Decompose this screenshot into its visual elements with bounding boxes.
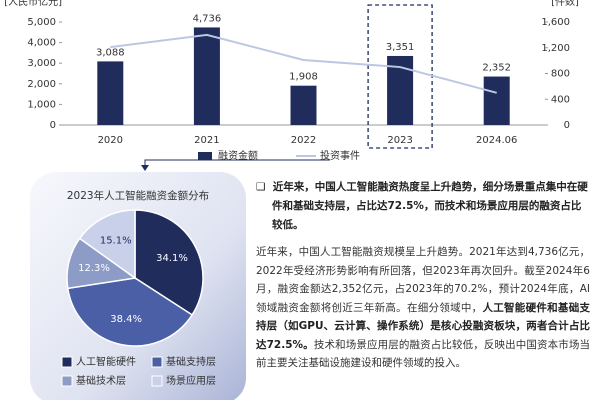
text-block: ❑ 近年来，中国人工智能融资热度呈上升趋势，细分场景重点集中在硬件和基础支持层，… — [256, 178, 590, 400]
y2-tick-label: 1,600 — [541, 17, 570, 28]
heading: ❑ 近年来，中国人工智能融资热度呈上升趋势，细分场景重点集中在硬件和基础支持层，… — [256, 181, 588, 231]
pie-slice — [66, 277, 194, 347]
slice-label: 15.1% — [100, 236, 132, 247]
paragraph-bold: 人工智能硬件和基础支持层（如GPU、云计算、操作系统）是核心投融资板块，两者合计… — [256, 301, 590, 351]
value-label: 1,908 — [289, 72, 318, 83]
connector-arrow — [141, 165, 149, 171]
y-tick-label: 2,000 — [27, 79, 56, 90]
legend-label: 人工智能硬件 — [76, 355, 136, 368]
y2-axis-label: [件数] — [551, 0, 579, 8]
legend-label: 场景应用层 — [166, 374, 216, 387]
bar — [97, 61, 124, 125]
slice-label: 12.3% — [78, 263, 110, 274]
legend-label: 融资金额 — [218, 149, 258, 162]
bar — [483, 76, 510, 125]
y-tick-label: 1,000 — [27, 99, 56, 110]
x-tick-label: 2022 — [291, 135, 316, 146]
y2-tick-label: 0 — [564, 120, 570, 131]
y-tick-label: 4,000 — [27, 38, 56, 49]
bar — [290, 85, 317, 125]
x-tick-label: 2020 — [98, 135, 123, 146]
connector — [144, 159, 330, 165]
y-tick-label: 5,000 — [27, 17, 56, 28]
legend-swatch — [61, 356, 73, 368]
y-tick-label: 3,000 — [27, 58, 56, 69]
value-label: 4,736 — [193, 13, 222, 24]
legend-swatch — [61, 375, 73, 387]
value-label: 3,088 — [96, 47, 125, 58]
legend-label: 基础技术层 — [76, 374, 126, 387]
y2-tick-label: 1,200 — [541, 43, 570, 54]
slice-label: 38.4% — [110, 314, 142, 325]
value-label: 2,352 — [482, 63, 511, 74]
x-tick-label: 2024.06 — [476, 135, 517, 146]
pie-slice — [78, 209, 136, 280]
paragraph-part: 近年来，中国人工智能融资规模呈上升趋势。2021年达到4,736亿元，2022年… — [256, 246, 590, 314]
y-tick-label: 0 — [50, 120, 56, 131]
paragraph-part: 技术和场景应用层的融资占比较低，反映出中国资本市场当前主要关注基础设施建设和硬件… — [256, 338, 590, 370]
slice-label: 34.1% — [156, 253, 188, 264]
legend-label: 投资事件 — [320, 149, 360, 162]
legend-swatch — [151, 356, 163, 368]
legend-swatch — [151, 375, 163, 387]
pie-title: 2023年人工智能融资金额分布 — [67, 189, 209, 202]
heading-text: 近年来，中国人工智能融资热度呈上升趋势，细分场景重点集中在硬件和基础支持层，占比… — [272, 181, 588, 231]
x-tick-label: 2023 — [387, 135, 412, 146]
line — [110, 33, 497, 94]
paragraph: 近年来，中国人工智能融资规模呈上升趋势。2021年达到4,736亿元，2022年… — [256, 243, 590, 373]
legend-label: 基础支持层 — [166, 355, 216, 368]
legend-swatch — [198, 152, 212, 160]
value-label: 3,351 — [386, 42, 415, 53]
y2-tick-label: 400 — [551, 94, 570, 105]
y-axis-label: [人民币亿元] — [4, 0, 62, 8]
x-tick-label: 2021 — [194, 135, 219, 146]
y2-tick-label: 800 — [551, 69, 570, 80]
bar — [193, 27, 220, 125]
